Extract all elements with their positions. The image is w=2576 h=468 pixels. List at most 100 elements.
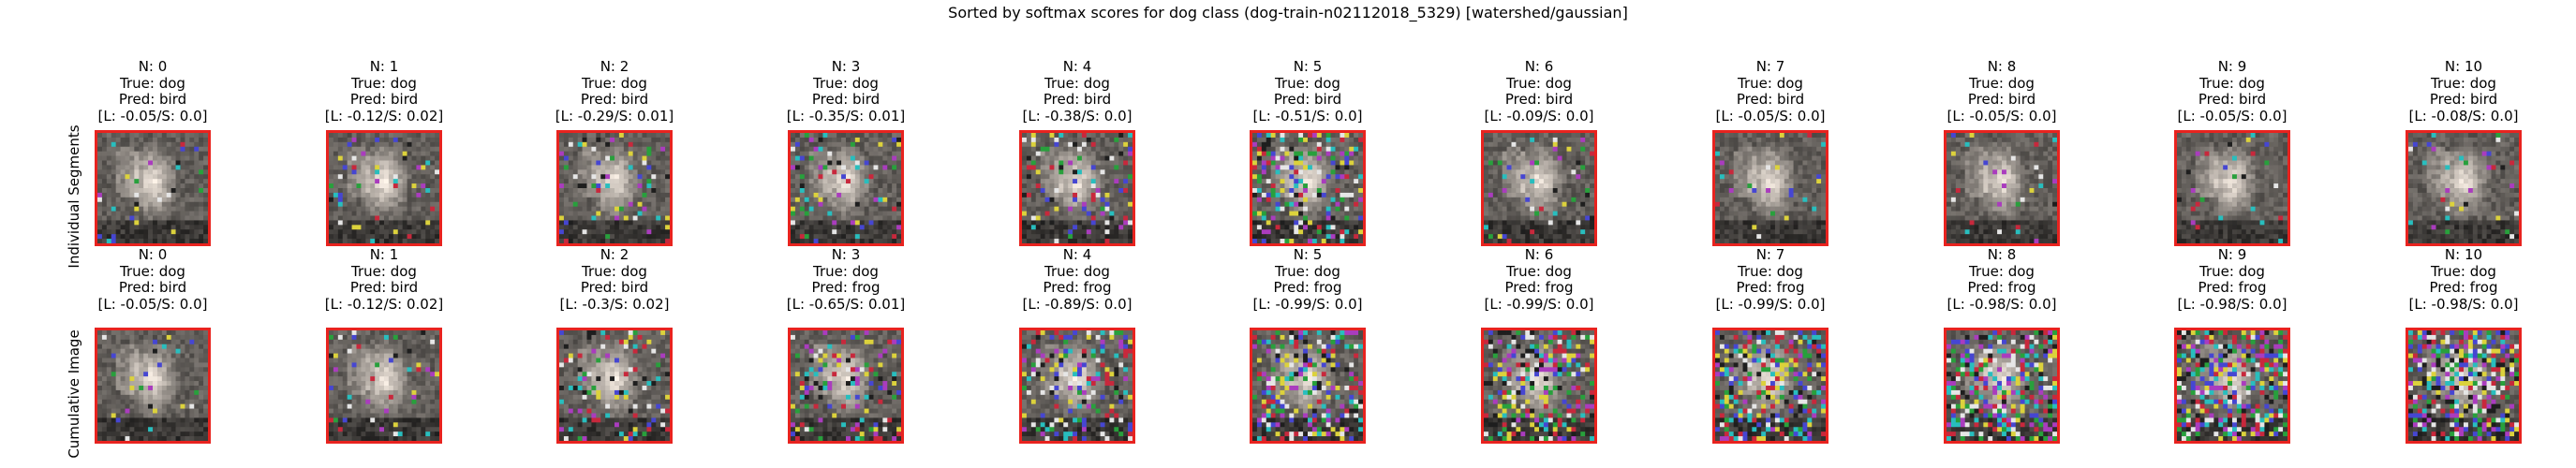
panel-index-label: N: 4 (1062, 58, 1092, 75)
panel-index-label: N: 6 (1524, 58, 1554, 75)
thumbnail-image (556, 328, 673, 444)
predicted-class-label: Pred: frog (2198, 279, 2267, 296)
predicted-class-label: Pred: bird (2198, 91, 2267, 108)
thumbnail-image (2174, 328, 2290, 444)
figure-title: Sorted by softmax scores for dog class (… (948, 4, 1628, 22)
predicted-class-label: Pred: bird (118, 91, 187, 108)
predicted-class-label: Pred: frog (1504, 279, 1574, 296)
panel-index-label: N: 1 (369, 58, 399, 75)
panel-index-label: N: 6 (1524, 246, 1554, 263)
panel-caption: N: 7 True: dog Pred: bird [L: -0.05/S: 0.0] (1675, 58, 1866, 124)
dog-image-thumbnail (1022, 133, 1133, 243)
predicted-class-label: Pred: frog (1043, 279, 1112, 296)
panel-index-label: N: 0 (138, 58, 168, 75)
panel-caption: N: 7 True: dog Pred: frog [L: -0.99/S: 0.0] (1675, 246, 1866, 313)
panel-caption: N: 1 True: dog Pred: bird [L: -0.12/S: 0.02… (289, 58, 480, 124)
thumbnail-image (1250, 328, 1366, 444)
true-class-label: True: dog (2431, 74, 2496, 92)
predicted-class-label: Pred: frog (2429, 279, 2498, 296)
predicted-class-label: Pred: bird (1967, 91, 2036, 108)
true-class-label: True: dog (2199, 74, 2265, 92)
thumbnail-image (326, 328, 442, 444)
dog-image-thumbnail (2177, 133, 2287, 243)
panel-index-label: N: 7 (1755, 58, 1785, 75)
true-class-label: True: dog (813, 262, 879, 280)
score-label: [L: -0.08/S: 0.0] (2408, 107, 2519, 124)
panel-caption: N: 9 True: dog Pred: frog [L: -0.98/S: 0.0] (2137, 246, 2328, 313)
panel-caption: N: 2 True: dog Pred: bird [L: -0.29/S: 0.01… (519, 58, 710, 124)
predicted-class-label: Pred: bird (1736, 91, 1805, 108)
true-class-label: True: dog (813, 74, 879, 92)
panel-caption: N: 3 True: dog Pred: frog [L: -0.65/S: 0.01… (750, 246, 941, 313)
true-class-label: True: dog (1275, 262, 1340, 280)
dog-image-thumbnail (1484, 133, 1594, 243)
panel-index-label: N: 7 (1755, 246, 1785, 263)
thumbnail-image (1944, 130, 2060, 246)
score-label: [L: -0.05/S: 0.0] (97, 107, 208, 124)
thumbnail-image (1481, 130, 1597, 246)
score-label: [L: -0.38/S: 0.0] (1022, 107, 1133, 124)
true-class-label: True: dog (1969, 262, 2035, 280)
predicted-class-label: Pred: frog (1736, 279, 1805, 296)
score-label: [L: -0.05/S: 0.0] (97, 295, 208, 313)
panel-index-label: N: 0 (138, 246, 168, 263)
predicted-class-label: Pred: bird (811, 91, 881, 108)
thumbnail-image (95, 130, 211, 246)
true-class-label: True: dog (2199, 262, 2265, 280)
panel-caption: N: 4 True: dog Pred: bird [L: -0.38/S: 0.0] (982, 58, 1173, 124)
dog-image-thumbnail (1022, 330, 1133, 441)
panel-index-label: N: 2 (600, 58, 629, 75)
panel-index-label: N: 9 (2217, 246, 2247, 263)
true-class-label: True: dog (1044, 262, 1110, 280)
true-class-label: True: dog (1738, 262, 1803, 280)
score-label: [L: -0.65/S: 0.01] (786, 295, 906, 313)
dog-image-thumbnail (791, 133, 901, 243)
score-label: [L: -0.05/S: 0.0] (1947, 107, 2057, 124)
panel-index-label: N: 5 (1293, 58, 1323, 75)
score-label: [L: -0.12/S: 0.02] (324, 295, 444, 313)
dog-image-thumbnail (97, 330, 208, 441)
thumbnail-image (788, 130, 904, 246)
dog-image-thumbnail (1715, 133, 1826, 243)
panel-caption: N: 0 True: dog Pred: bird [L: -0.05/S: 0.0] (57, 58, 248, 124)
dog-image-thumbnail (329, 330, 439, 441)
dog-image-thumbnail (791, 330, 901, 441)
thumbnail-image (95, 328, 211, 444)
panel-caption: N: 8 True: dog Pred: frog [L: -0.98/S: 0.0] (1906, 246, 2097, 313)
panel-caption: N: 0 True: dog Pred: bird [L: -0.05/S: 0.0] (57, 246, 248, 313)
predicted-class-label: Pred: bird (349, 279, 419, 296)
dog-image-thumbnail (1252, 133, 1363, 243)
score-label: [L: -0.99/S: 0.0] (1252, 295, 1363, 313)
predicted-class-label: Pred: bird (2429, 91, 2498, 108)
true-class-label: True: dog (2431, 262, 2496, 280)
thumbnail-image (1019, 130, 1135, 246)
panel-caption: N: 2 True: dog Pred: bird [L: -0.3/S: 0.02] (519, 246, 710, 313)
thumbnail-image (1712, 328, 1828, 444)
thumbnail-image (2406, 328, 2522, 444)
true-class-label: True: dog (1969, 74, 2035, 92)
thumbnail-image (326, 130, 442, 246)
score-label: [L: -0.3/S: 0.02] (559, 295, 670, 313)
dog-image-thumbnail (1947, 330, 2057, 441)
score-label: [L: -0.98/S: 0.0] (2177, 295, 2287, 313)
score-label: [L: -0.35/S: 0.01] (786, 107, 906, 124)
dog-image-thumbnail (1715, 330, 1826, 441)
true-class-label: True: dog (1506, 74, 1572, 92)
score-label: [L: -0.09/S: 0.0] (1484, 107, 1594, 124)
true-class-label: True: dog (1738, 74, 1803, 92)
thumbnail-image (2174, 130, 2290, 246)
thumbnail-image (1019, 328, 1135, 444)
true-class-label: True: dog (120, 262, 185, 280)
predicted-class-label: Pred: bird (349, 91, 419, 108)
panel-index-label: N: 3 (831, 58, 861, 75)
panel-caption: N: 3 True: dog Pred: bird [L: -0.35/S: 0.01… (750, 58, 941, 124)
thumbnail-image (1250, 130, 1366, 246)
dog-image-thumbnail (2408, 330, 2519, 441)
true-class-label: True: dog (582, 262, 647, 280)
thumbnail-image (1481, 328, 1597, 444)
panel-index-label: N: 9 (2217, 58, 2247, 75)
panel-index-label: N: 8 (1987, 246, 2017, 263)
predicted-class-label: Pred: bird (580, 279, 649, 296)
panel-caption: N: 5 True: dog Pred: bird [L: -0.51/S: 0.0] (1212, 58, 1403, 124)
thumbnail-image (788, 328, 904, 444)
